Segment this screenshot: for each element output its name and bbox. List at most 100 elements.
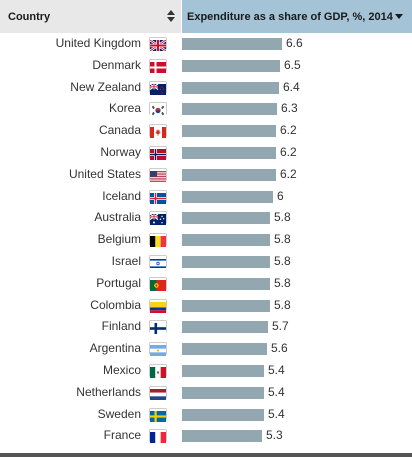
- data-value-label: 5.6: [271, 341, 288, 356]
- data-bar: [182, 321, 268, 334]
- data-bar: [182, 430, 262, 443]
- data-bar: [182, 125, 276, 138]
- expenditure-header-label: Expenditure as a share of GDP, %, 2014: [187, 10, 393, 23]
- data-value-label: 5.4: [268, 362, 285, 377]
- data-value-label: 5.8: [274, 210, 291, 225]
- flag-norway-icon: [150, 147, 166, 160]
- data-bar: [182, 146, 276, 159]
- country-name: Israel: [111, 253, 141, 268]
- flag-portugal-icon: [150, 278, 166, 291]
- country-name: Belgium: [97, 232, 141, 247]
- country-name: Sweden: [97, 406, 141, 421]
- data-value-label: 6.2: [280, 166, 297, 181]
- data-bar: [182, 234, 270, 247]
- table-row: New Zealand 6.4: [0, 77, 412, 99]
- table-row: France 5.3: [0, 425, 412, 447]
- table-bottom-border: [0, 453, 412, 457]
- table-row: Mexico 5.4: [0, 360, 412, 382]
- flag-uk-icon: [149, 38, 167, 52]
- table-row: Australia 5.8: [0, 207, 412, 229]
- country-name: Norway: [100, 144, 141, 159]
- data-bar: [182, 277, 270, 290]
- expenditure-column-header[interactable]: Expenditure as a share of GDP, %, 2014: [182, 0, 412, 33]
- table-row: Argentina 5.6: [0, 338, 412, 360]
- sort-descending-icon[interactable]: [395, 14, 403, 19]
- data-value-label: 5.8: [274, 275, 291, 290]
- flag-colombia-icon: [150, 300, 166, 313]
- table-row: Iceland 6: [0, 186, 412, 208]
- data-bar: [182, 299, 270, 312]
- flag-france-icon: [150, 430, 166, 444]
- sort-icon[interactable]: [167, 10, 175, 24]
- country-name: United States: [68, 166, 141, 181]
- table-row: United Kingdom 6.6: [0, 33, 412, 55]
- country-column-header[interactable]: Country: [0, 0, 181, 33]
- country-name: Mexico: [102, 362, 141, 377]
- table-row: Belgium 5.8: [0, 229, 412, 251]
- data-bar: [182, 168, 276, 181]
- country-name: New Zealand: [70, 79, 141, 94]
- table-row: Netherlands 5.4: [0, 382, 412, 404]
- country-name: Netherlands: [76, 384, 141, 399]
- data-bar: [182, 408, 264, 421]
- table-row: Canada 6.2: [0, 120, 412, 142]
- table-row: Sweden 5.4: [0, 404, 412, 426]
- country-name: Korea: [108, 101, 141, 116]
- data-bar: [182, 38, 282, 50]
- table-row: Israel 5.8: [0, 251, 412, 273]
- flag-belgium-icon: [150, 234, 166, 248]
- table-row: Finland 5.7: [0, 316, 412, 338]
- flag-canada-icon: [150, 125, 166, 139]
- table-row: Portugal 5.8: [0, 273, 412, 295]
- flag-usa-icon: [150, 169, 166, 182]
- data-value-label: 5.4: [268, 384, 285, 399]
- table-row: Korea 6.3: [0, 98, 412, 120]
- data-value-label: 5.4: [268, 406, 285, 421]
- data-value-label: 5.8: [274, 297, 291, 312]
- country-name: Portugal: [96, 275, 141, 290]
- flag-new-zealand-icon: [149, 82, 166, 95]
- table-row: Norway 6.2: [0, 142, 412, 164]
- data-value-label: 6.2: [280, 123, 297, 138]
- data-bar: [182, 81, 279, 94]
- country-name: France: [103, 428, 141, 443]
- flag-sweden-icon: [150, 409, 166, 422]
- data-bar: [182, 59, 280, 72]
- flag-netherlands-icon: [150, 387, 166, 400]
- country-name: Argentina: [89, 341, 141, 356]
- table-row: Denmark 6.5: [0, 55, 412, 77]
- data-value-label: 5.8: [274, 232, 291, 247]
- data-value-label: 5.3: [266, 428, 283, 443]
- table-header: Country Expenditure as a share of GDP, %…: [0, 0, 412, 33]
- flag-denmark-icon: [150, 60, 166, 73]
- data-bar: [182, 255, 270, 268]
- data-value-label: 5.7: [272, 319, 289, 334]
- country-name: Finland: [101, 319, 141, 334]
- table-row: United States 6.2: [0, 164, 412, 186]
- data-bar: [182, 190, 273, 203]
- data-value-label: 6.4: [283, 79, 300, 94]
- data-bar: [182, 212, 270, 225]
- data-value-label: 5.8: [274, 253, 291, 268]
- country-name: Iceland: [102, 188, 141, 203]
- country-name: Australia: [94, 210, 141, 225]
- data-value-label: 6.5: [284, 57, 301, 72]
- data-bar: [182, 364, 264, 377]
- data-value-label: 6.3: [281, 101, 298, 116]
- country-name: Denmark: [92, 57, 141, 72]
- flag-israel-icon: [150, 256, 166, 269]
- data-value-label: 6.2: [280, 144, 297, 159]
- data-value-label: 6.6: [286, 36, 303, 50]
- flag-mexico-icon: [150, 365, 166, 378]
- data-bar: [182, 343, 267, 356]
- flag-argentina-icon: [150, 343, 166, 357]
- flag-finland-icon: [150, 321, 166, 335]
- country-name: Canada: [98, 123, 141, 138]
- country-name: Colombia: [90, 297, 141, 312]
- table-body: United Kingdom 6.6 Denmark 6.5 New Zealand 6.…: [0, 33, 412, 447]
- country-header-label: Country: [8, 10, 51, 23]
- data-bar: [182, 103, 277, 116]
- data-value-label: 6: [277, 188, 284, 203]
- data-bar: [182, 386, 264, 399]
